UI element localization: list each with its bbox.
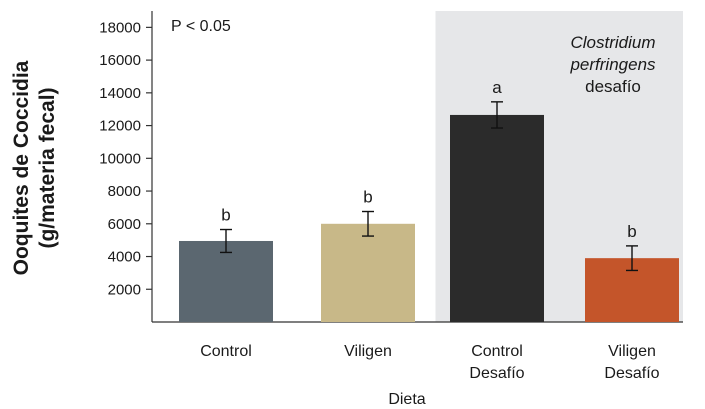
p-value-annotation: P < 0.05 bbox=[171, 18, 231, 35]
x-tick-label: Desafío bbox=[469, 365, 524, 382]
significance-label: b bbox=[627, 222, 636, 241]
x-tick-label: Viligen bbox=[344, 343, 392, 360]
bar bbox=[321, 223, 415, 322]
significance-label: b bbox=[363, 188, 372, 207]
x-tick-label: Desafío bbox=[604, 365, 659, 382]
x-tick-label: Control bbox=[471, 343, 523, 360]
y-tick-label: 14000 bbox=[99, 85, 141, 102]
x-tick-label: Viligen bbox=[608, 343, 656, 360]
significance-label: a bbox=[492, 78, 502, 97]
y-axis-title-line: Ooquites de Coccidia bbox=[10, 60, 33, 275]
y-tick-label: 18000 bbox=[99, 19, 141, 36]
y-tick-label: 12000 bbox=[99, 118, 141, 135]
y-axis-title-line: (g/materia fecal) bbox=[36, 87, 59, 248]
y-tick-label: 16000 bbox=[99, 52, 141, 69]
bar bbox=[450, 114, 544, 322]
y-tick-label: 6000 bbox=[108, 216, 141, 233]
y-tick-label: 4000 bbox=[108, 249, 141, 266]
significance-label: b bbox=[221, 206, 230, 225]
x-axis-title: Dieta bbox=[388, 391, 425, 408]
region-label-line: perfringens bbox=[569, 55, 656, 74]
region-label-line: desafío bbox=[585, 77, 641, 96]
bar bbox=[179, 240, 273, 322]
y-tick-label: 8000 bbox=[108, 183, 141, 200]
region-label-line: Clostridium bbox=[570, 33, 655, 52]
y-tick-label: 10000 bbox=[99, 150, 141, 167]
x-tick-label: Control bbox=[200, 343, 252, 360]
y-tick-label: 2000 bbox=[108, 281, 141, 298]
